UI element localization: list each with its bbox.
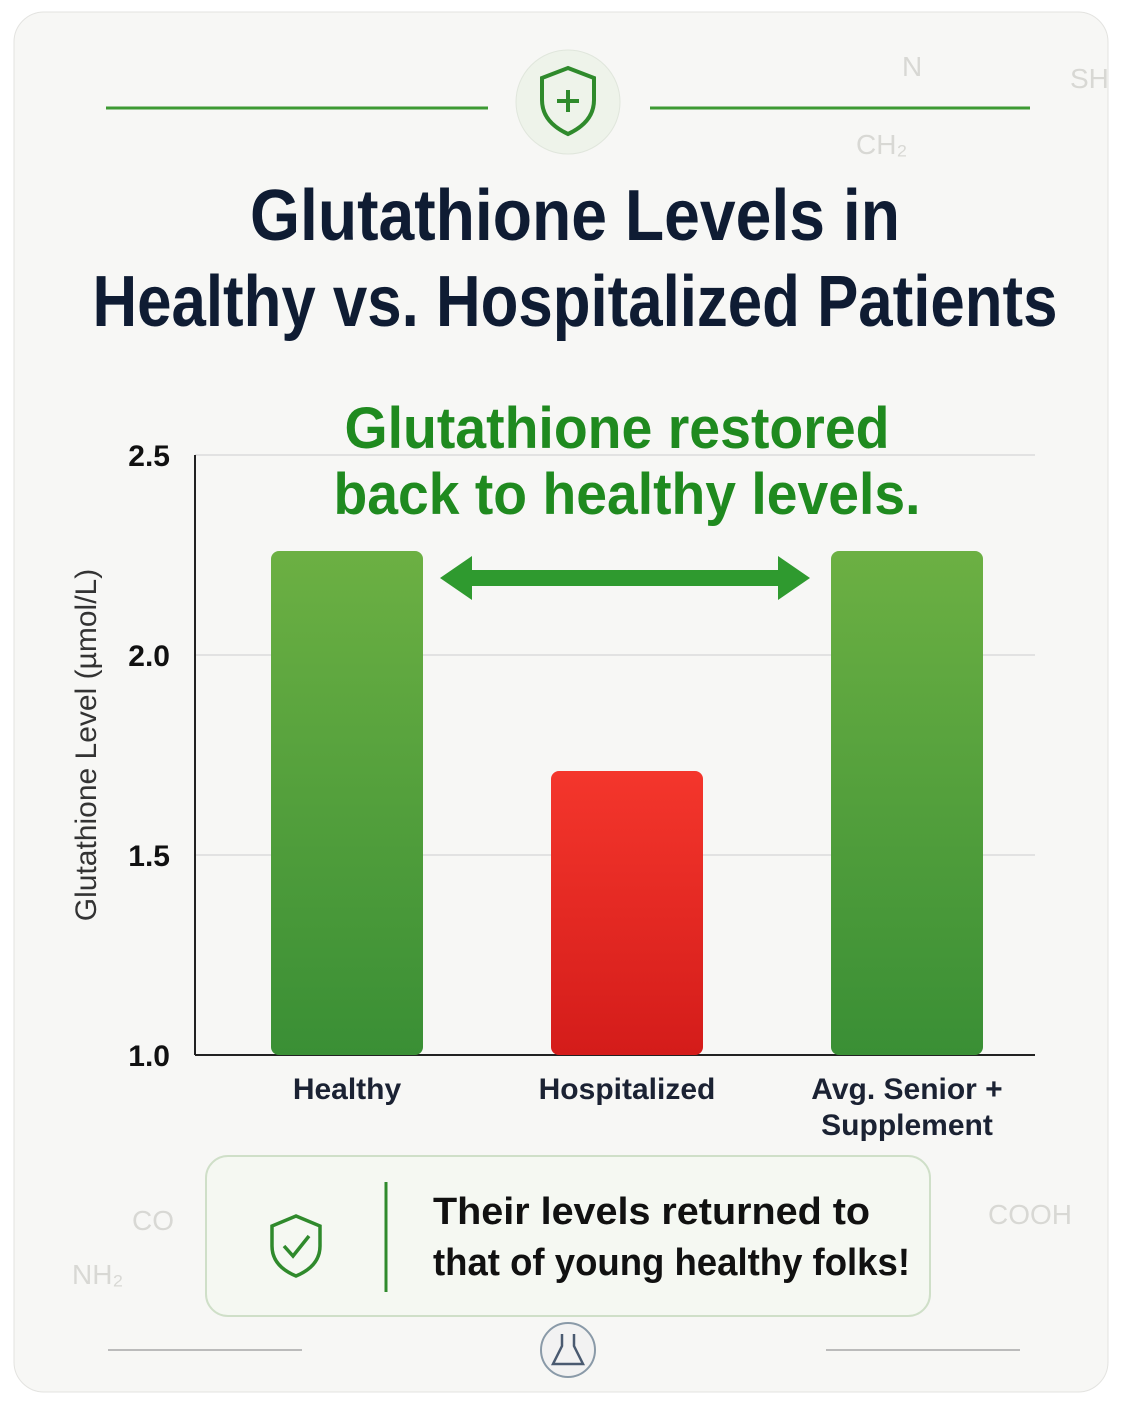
decor: SH N CH₂ COOH NH₂ CO [72, 51, 1109, 1290]
chart-title: Glutathione Levels in [250, 176, 900, 256]
x-tick-label: Healthy [292, 1073, 402, 1106]
callout-text: that of young healthy folks! [433, 1242, 910, 1284]
chart-title: Healthy vs. Hospitalized Patients [93, 262, 1058, 342]
callout-text: Their levels returned to [433, 1191, 870, 1233]
y-axis-label: Glutathione Level (µmol/L) [70, 569, 103, 921]
check-icon [282, 1234, 311, 1259]
bg-label: SH [1070, 63, 1109, 94]
bar [831, 551, 983, 1055]
bg-label: COOH [988, 1199, 1072, 1230]
arrow [440, 556, 810, 600]
x-tick-label: Hospitalized [538, 1073, 716, 1106]
y-tick-label: 2.5 [128, 440, 170, 473]
x-tick-label: Avg. Senior + Supplement [811, 1073, 1003, 1142]
y-tick-label: 1.5 [128, 840, 170, 873]
annotation: back to healthy levels. [334, 462, 921, 527]
flask-badge [540, 1322, 596, 1378]
shield-check-icon [270, 1214, 322, 1278]
bar [551, 771, 703, 1055]
bg-label: CO [132, 1205, 174, 1236]
bar [271, 551, 423, 1055]
annotation: Glutathione restored [345, 396, 890, 461]
bg-label: NH₂ [72, 1259, 123, 1290]
flask-icon [550, 1334, 586, 1366]
plus-icon [557, 90, 579, 112]
callout-box [205, 1155, 931, 1317]
shield-icon [540, 65, 596, 137]
y-tick-label: 2.0 [128, 640, 170, 673]
y-tick-label: 1.0 [128, 1040, 170, 1073]
bg-label: N [902, 51, 922, 82]
bg-label: CH₂ [856, 129, 907, 160]
